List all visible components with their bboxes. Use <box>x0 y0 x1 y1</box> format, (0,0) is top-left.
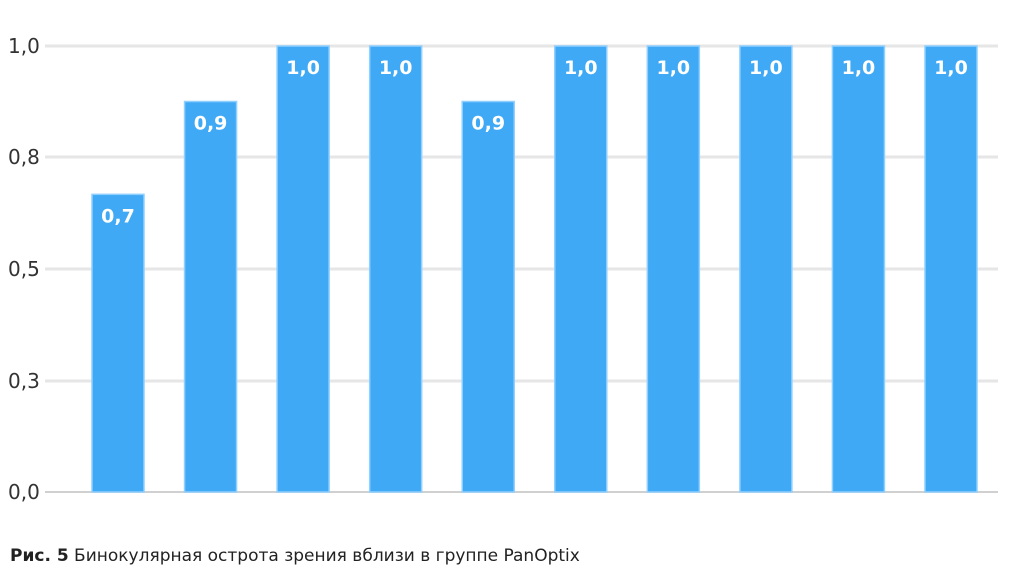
bar <box>739 45 793 493</box>
bar-value-label: 1,0 <box>286 57 320 79</box>
y-tick-label: 1,0 <box>8 34 40 58</box>
y-tick-label: 0,0 <box>8 480 40 504</box>
bar-value-label: 1,0 <box>842 57 876 79</box>
bar-value-label: 1,0 <box>564 57 598 79</box>
bar-value-label: 0,9 <box>194 113 228 135</box>
caption-text: Бинокулярная острота зрения вблизи в гру… <box>68 546 580 566</box>
bar <box>91 193 145 493</box>
bar-value-label: 1,0 <box>934 57 968 79</box>
figure-caption: Рис. 5 Бинокулярная острота зрения вблиз… <box>10 546 580 566</box>
bar-value-label: 1,0 <box>656 57 690 79</box>
bar <box>924 45 978 493</box>
bar <box>831 45 886 493</box>
bar-chart: 0,0 0,3 0,5 0,8 1,0 0,7 0,9 1,0 1,0 0,9 1,0 1,0 1,0 1… <box>8 34 998 504</box>
bar-value-label: 1,0 <box>379 57 413 79</box>
bar-value-label: 0,7 <box>101 205 135 227</box>
chart-canvas: 0,0 0,3 0,5 0,8 1,0 0,7 0,9 1,0 1,0 0,9 1,0 1,0 1,0 1… <box>8 34 998 504</box>
bar <box>554 45 608 493</box>
bar-value-label: 0,9 <box>471 113 505 135</box>
y-tick-label: 0,8 <box>8 145 40 169</box>
bar <box>461 100 515 493</box>
bar <box>368 45 423 493</box>
caption-label: Рис. 5 <box>10 546 69 566</box>
bar <box>183 100 238 493</box>
y-tick-label: 0,3 <box>8 369 40 393</box>
y-tick-label: 0,5 <box>8 257 40 281</box>
bar-value-label: 1,0 <box>749 57 783 79</box>
bar <box>646 45 701 493</box>
bar <box>276 45 330 493</box>
